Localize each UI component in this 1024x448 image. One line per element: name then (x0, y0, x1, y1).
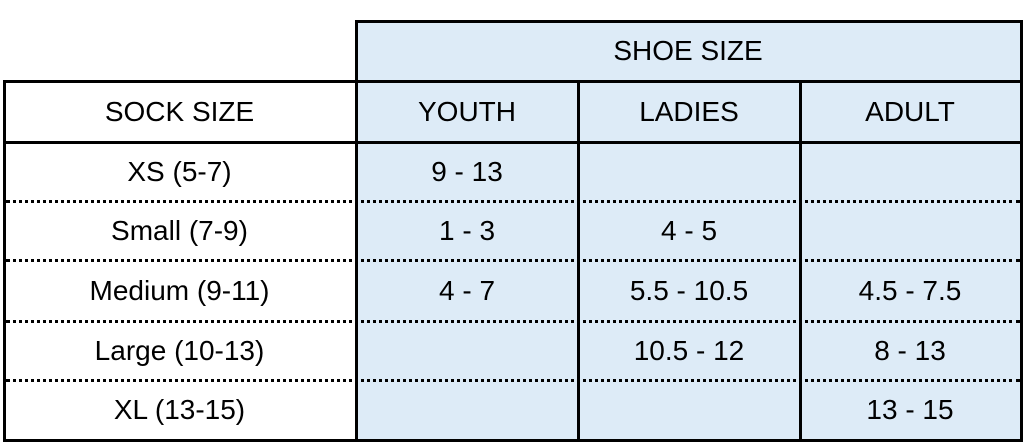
adult-shoe-size-cell (800, 142, 1020, 201)
adult-shoe-size-cell: 8 - 13 (800, 321, 1020, 380)
row-divider (6, 379, 1020, 382)
ladies-shoe-size-cell (578, 142, 800, 201)
ladies-shoe-size-cell: 5.5 - 10.5 (578, 260, 800, 321)
youth-shoe-size-cell (356, 321, 578, 380)
sock-size-cell: Medium (9-11) (89, 274, 270, 306)
ladies-shoe-size-cell: 4 - 5 (578, 201, 800, 260)
border (1020, 20, 1023, 442)
column-header-ladies: LADIES (578, 81, 800, 142)
sock-size-cell: XS (5-7) (127, 155, 232, 187)
border (799, 80, 802, 442)
column-header-youth: YOUTH (356, 81, 578, 142)
ladies-shoe-size-cell: 10.5 - 12 (578, 321, 800, 380)
adult-shoe-size-cell: 4.5 - 7.5 (800, 260, 1020, 321)
youth-shoe-size-cell: 4 - 7 (356, 260, 578, 321)
border (355, 20, 358, 442)
sock-size-cell: Large (10-13) (94, 334, 265, 366)
column-header-sock-size: SOCK SIZE (104, 95, 255, 127)
border (3, 80, 6, 442)
row-divider (6, 259, 1020, 262)
border (577, 80, 580, 442)
ladies-shoe-size-cell (578, 380, 800, 440)
border (3, 439, 1023, 442)
column-header-adult: ADULT (800, 81, 1020, 142)
border (356, 20, 1023, 23)
youth-shoe-size-cell (356, 380, 578, 440)
row-divider (6, 320, 1020, 323)
shoe-size-group-header: SHOE SIZE (356, 21, 1020, 81)
youth-shoe-size-cell: 1 - 3 (356, 201, 578, 260)
sock-size-cell: Small (7-9) (111, 214, 248, 246)
youth-shoe-size-cell: 9 - 13 (356, 142, 578, 201)
sock-size-cell: XL (13-15) (113, 394, 246, 425)
border (3, 141, 1023, 144)
row-divider (6, 200, 1020, 203)
border (3, 80, 1023, 83)
adult-shoe-size-cell: 13 - 15 (800, 380, 1020, 440)
adult-shoe-size-cell (800, 201, 1020, 260)
